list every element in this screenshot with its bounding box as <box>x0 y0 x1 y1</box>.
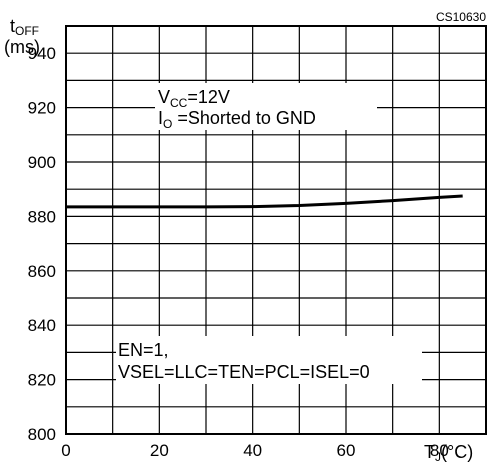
annotation-top-bg <box>155 83 377 130</box>
y-tick-label: 880 <box>28 207 56 226</box>
chart-code: CS10630 <box>436 10 486 24</box>
y-axis-label: tOFF <box>10 16 39 38</box>
y-tick-label: 940 <box>28 44 56 63</box>
annotation-bottom-bg <box>116 336 422 384</box>
x-axis-label-main: T <box>424 442 435 462</box>
x-tick-label: 60 <box>337 441 356 460</box>
x-tick-label: 40 <box>243 441 262 460</box>
y-axis-label-sub: OFF <box>15 24 39 38</box>
annotation-io: IO =Shorted to GND <box>158 108 316 131</box>
plot-frame <box>65 25 487 435</box>
y-tick-label: 860 <box>28 262 56 281</box>
annotation-vcc: VCC=12V <box>158 87 230 110</box>
x-axis-label-sub: J <box>435 450 441 464</box>
y-tick-label: 920 <box>28 99 56 118</box>
y-tick-label: 900 <box>28 153 56 172</box>
y-tick-label: 820 <box>28 371 56 390</box>
annotation-vsel: VSEL=LLC=TEN=PCL=ISEL=0 <box>118 362 370 382</box>
x-tick-label: 0 <box>61 441 70 460</box>
y-tick-labels: 800 820 840 860 880 900 920 940 <box>28 44 56 444</box>
x-axis-unit: (°C) <box>441 442 473 462</box>
x-tick-label: 20 <box>150 441 169 460</box>
y-axis-label-main: t <box>10 16 15 36</box>
y-tick-label: 840 <box>28 316 56 335</box>
y-tick-label: 800 <box>28 425 56 444</box>
x-axis-label: TJ(°C) <box>424 442 473 464</box>
annotation-en: EN=1, <box>118 340 169 360</box>
x-tick-labels: 0 20 40 60 80 <box>61 441 449 460</box>
x-tick-label: 80 <box>430 441 449 460</box>
series-line <box>66 194 463 209</box>
y-axis-unit: (ms) <box>4 37 40 57</box>
